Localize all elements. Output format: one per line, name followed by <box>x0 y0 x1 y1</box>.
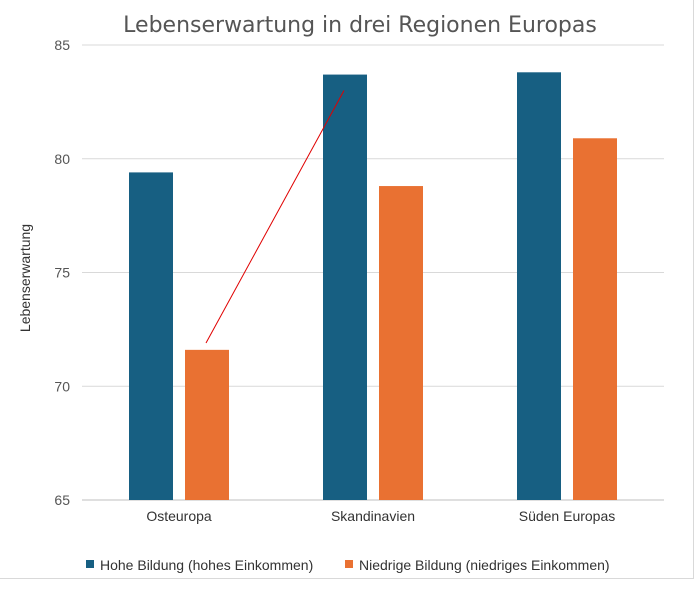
y-tick-label: 75 <box>54 265 70 281</box>
y-tick-label: 85 <box>54 37 70 53</box>
x-tick-label: Osteuropa <box>146 508 212 524</box>
y-tick-label: 70 <box>54 378 70 394</box>
legend: Hohe Bildung (hohes Einkommen) Niedrige B… <box>86 557 610 573</box>
bar <box>573 138 617 500</box>
x-tick-label: Süden Europas <box>519 508 616 524</box>
x-axis-ticks: Osteuropa Skandinavien Süden Europas <box>146 508 615 524</box>
bar <box>129 172 173 500</box>
legend-swatch <box>345 560 353 568</box>
annotation-line <box>205 90 345 344</box>
bar <box>517 72 561 501</box>
chart-title: Lebenserwartung in drei Regionen Europas <box>123 13 597 38</box>
y-tick-label: 65 <box>54 492 70 508</box>
legend-swatch <box>86 560 94 568</box>
legend-label: Niedrige Bildung (niedriges Einkommen) <box>359 557 610 573</box>
y-tick-label: 80 <box>54 151 70 167</box>
annotations <box>205 90 345 344</box>
bar <box>185 349 229 500</box>
x-tick-label: Skandinavien <box>331 508 415 524</box>
y-axis-ticks: 65 70 75 80 85 <box>54 37 70 508</box>
bars <box>129 72 617 501</box>
bar <box>323 74 367 500</box>
gridlines <box>82 44 664 501</box>
legend-label: Hohe Bildung (hohes Einkommen) <box>100 557 313 573</box>
bar-chart: Lebenserwartung in drei Regionen Europas… <box>17 13 664 573</box>
bar <box>379 186 423 501</box>
chart-frame: Lebenserwartung in drei Regionen Europas… <box>0 0 694 579</box>
y-axis-label: Lebenserwartung <box>17 224 33 332</box>
